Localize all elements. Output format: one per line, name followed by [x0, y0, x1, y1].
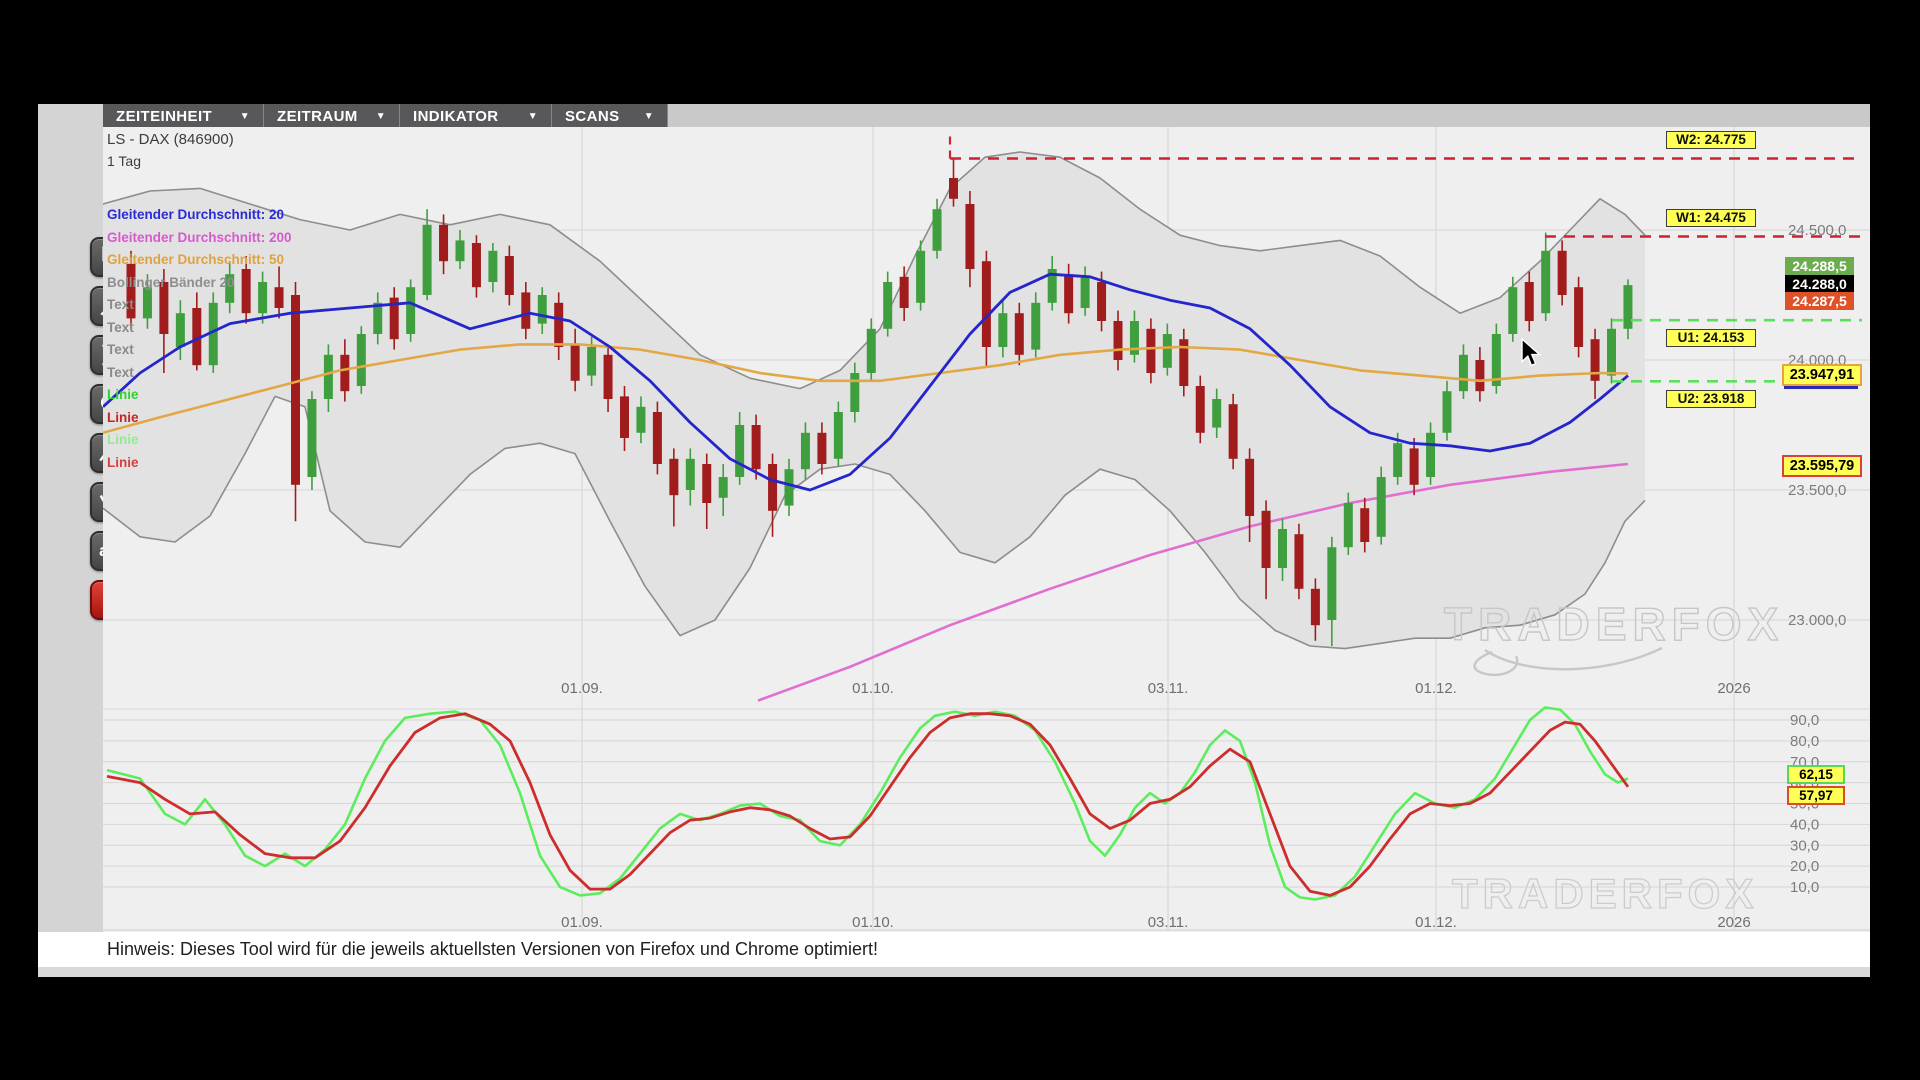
- last-price-label: 24.288,0: [1785, 274, 1854, 292]
- level-label-w2: W2: 24.775: [1666, 130, 1756, 149]
- legend-item: Text: [107, 364, 134, 380]
- svg-text:01.10.: 01.10.: [852, 680, 894, 697]
- svg-text:80,0: 80,0: [1790, 733, 1819, 750]
- svg-text:01.12.: 01.12.: [1415, 680, 1457, 697]
- legend-item: Linie: [107, 454, 139, 470]
- menu-item-label: SCANS: [565, 107, 620, 125]
- price-and-stochastic-chart[interactable]: 24.500,024.000,023.500,023.000,090,080,0…: [102, 127, 1870, 932]
- bid-price-label: 24.288,5: [1785, 257, 1854, 275]
- svg-text:10,0: 10,0: [1790, 879, 1819, 896]
- legend-item: Gleitender Durchschnitt: 200: [107, 229, 292, 245]
- svg-text:01.09.: 01.09.: [561, 914, 603, 931]
- menu-bar-spacer: [668, 104, 1870, 128]
- ask-price-label: 24.287,5: [1785, 292, 1854, 310]
- menu-item-label: INDIKATOR: [413, 107, 499, 125]
- mouse-cursor-icon: [1521, 338, 1542, 367]
- svg-text:TRADERFOX: TRADERFOX: [1444, 598, 1784, 650]
- legend-item: Linie: [107, 387, 139, 402]
- svg-text:20,0: 20,0: [1790, 858, 1819, 875]
- stochastic-value-label: 62,15: [1787, 765, 1845, 784]
- svg-text:03.11.: 03.11.: [1148, 914, 1189, 931]
- chevron-down-icon: ▼: [527, 110, 538, 122]
- svg-text:01.12.: 01.12.: [1415, 914, 1457, 931]
- ma-value-label: 23.947,91: [1782, 363, 1862, 386]
- browser-hint-text: Hinweis: Dieses Tool wird für die jeweil…: [107, 939, 879, 959]
- footer-bar: Hinweis: Dieses Tool wird für die jeweil…: [38, 932, 1870, 967]
- timeframe-label: 1 Tag: [107, 153, 141, 169]
- level-label-u2: U2: 23.918: [1666, 390, 1756, 409]
- svg-text:23.000,0: 23.000,0: [1788, 612, 1846, 629]
- level-label-u1: U1: 24.153: [1666, 329, 1756, 348]
- svg-text:90,0: 90,0: [1790, 712, 1819, 729]
- chevron-down-icon: ▼: [643, 110, 654, 122]
- menu-item-scans[interactable]: SCANS ▼: [552, 104, 668, 128]
- menu-bar: ZEITEINHEIT ▼ ZEITRAUM ▼ INDIKATOR ▼ SCANS ▼: [103, 104, 668, 128]
- svg-text:24.500,0: 24.500,0: [1788, 222, 1846, 239]
- menu-item-zeitraum[interactable]: ZEITRAUM ▼: [264, 104, 400, 128]
- indicator-legend: Gleitender Durchschnitt: 20 Gleitender Du…: [107, 204, 292, 474]
- instrument-title: LS - DAX (846900): [107, 131, 234, 148]
- svg-text:03.11.: 03.11.: [1148, 680, 1189, 697]
- svg-text:01.10.: 01.10.: [852, 914, 894, 931]
- chart-area[interactable]: 24.500,0 24.000,0 23.500,0 23.000,0 90,0 80,0…: [102, 127, 1870, 932]
- level-label-w1: W1: 24.475: [1666, 208, 1756, 227]
- stochastic-value-label: 57,97: [1787, 786, 1845, 805]
- legend-item: Text: [107, 319, 134, 335]
- svg-text:40,0: 40,0: [1790, 816, 1819, 833]
- instrument-header: LS - DAX (846900) 1 Tag: [107, 131, 234, 169]
- menu-item-indikator[interactable]: INDIKATOR ▼: [400, 104, 552, 128]
- chevron-down-icon: ▼: [239, 110, 250, 122]
- legend-item: Bollinger Bänder 20: [107, 274, 235, 290]
- menu-item-label: ZEITEINHEIT: [116, 107, 213, 125]
- ma-value-label: 23.595,79: [1782, 455, 1862, 477]
- legend-item: Linie: [107, 409, 139, 425]
- legend-item: Linie: [107, 432, 139, 447]
- chevron-down-icon: ▼: [375, 110, 386, 122]
- svg-text:2026: 2026: [1717, 914, 1750, 931]
- legend-item: Gleitender Durchschnitt: 50: [107, 252, 285, 267]
- svg-text:TRADERFOX: TRADERFOX: [1452, 870, 1758, 917]
- ma20-endpoint-line: [1784, 386, 1858, 389]
- svg-text:2026: 2026: [1717, 680, 1750, 697]
- drawing-toolbar: %aAX: [38, 104, 130, 977]
- legend-item: Text: [107, 297, 134, 312]
- svg-text:23.500,0: 23.500,0: [1788, 482, 1846, 499]
- legend-item: Gleitender Durchschnitt: 20: [107, 207, 285, 222]
- menu-item-zeiteinheit[interactable]: ZEITEINHEIT ▼: [103, 104, 264, 128]
- bottom-strip: [38, 967, 1870, 977]
- menu-item-label: ZEITRAUM: [277, 107, 358, 125]
- svg-text:01.09.: 01.09.: [561, 680, 603, 697]
- legend-item: Text: [107, 342, 134, 357]
- svg-text:30,0: 30,0: [1790, 837, 1819, 854]
